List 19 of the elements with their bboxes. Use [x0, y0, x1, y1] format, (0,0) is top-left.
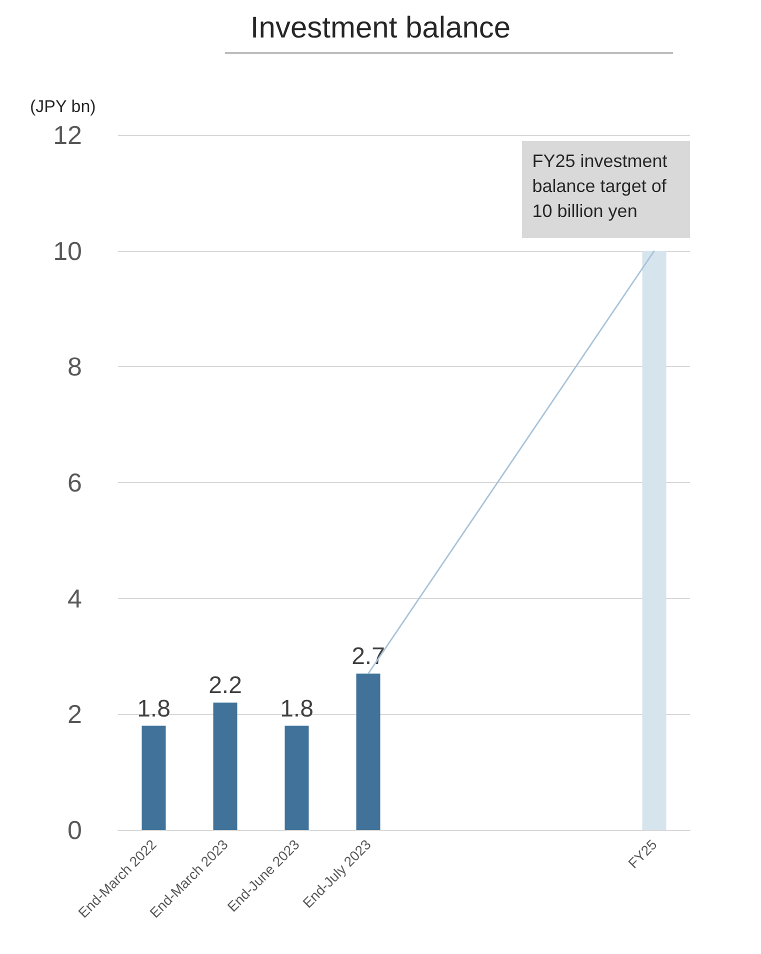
y-tick-label: 10 [53, 236, 82, 266]
data-label: 1.8 [137, 695, 170, 722]
y-tick-label: 12 [53, 120, 82, 150]
bar [642, 250, 666, 830]
data-label: 2.7 [352, 643, 385, 670]
y-tick-label: 6 [68, 468, 82, 498]
y-tick-label: 8 [68, 352, 82, 382]
data-label: 1.8 [280, 695, 314, 722]
y-tick-label: 0 [68, 815, 82, 845]
y-tick-label: 4 [68, 583, 82, 614]
annotation: FY25 investment balance target of 10 billion yen [522, 140, 690, 238]
y-tick-label: 2 [68, 699, 82, 730]
y-axis-title: (JPY bn) [30, 97, 96, 116]
bar [142, 726, 166, 830]
chart-title: Investment balance [250, 12, 511, 44]
data-label: 2.2 [208, 672, 242, 700]
bar [213, 702, 238, 830]
bar [284, 726, 309, 830]
bar [356, 674, 380, 830]
